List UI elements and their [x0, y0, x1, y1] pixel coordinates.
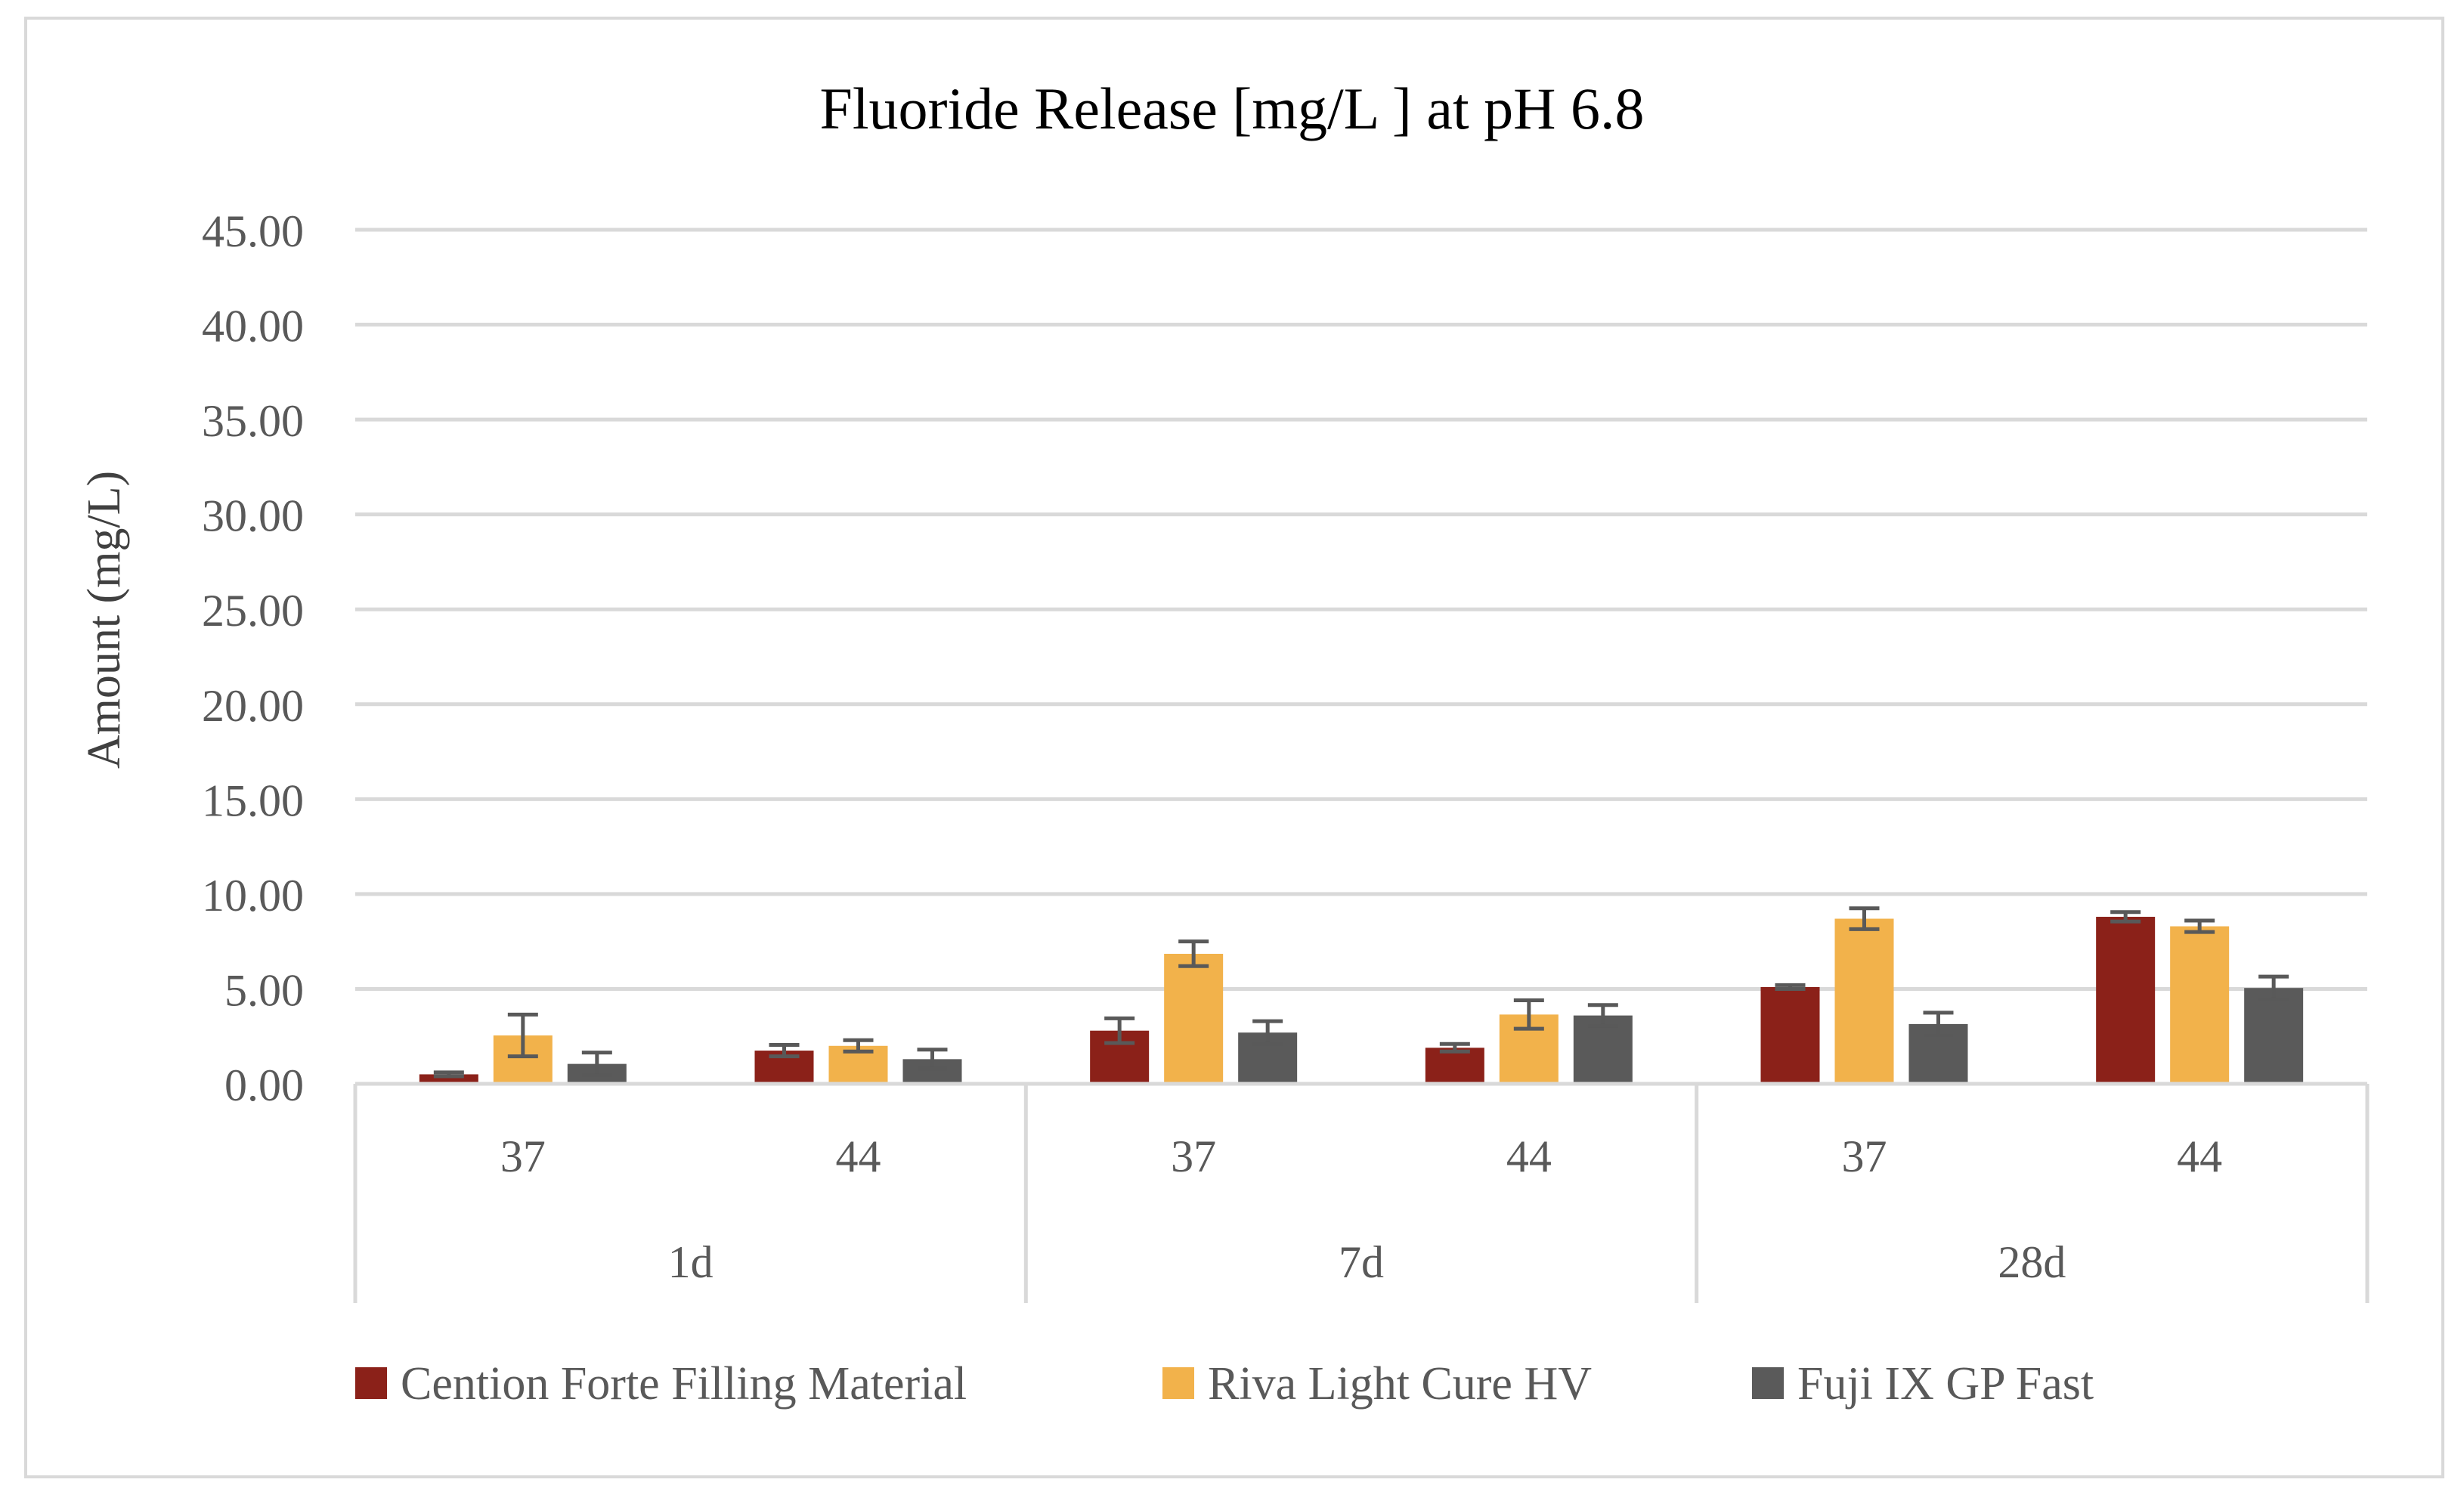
error-bar [1775, 983, 1806, 991]
y-tick-labels: 0.00 5.00 10.00 15.00 20.00 25.00 30.00 35.00 40… [202, 206, 304, 1110]
bar [2096, 917, 2156, 1084]
error-bar [769, 1043, 800, 1059]
y-tick-label: 5.00 [224, 965, 304, 1015]
error-bar [1104, 1016, 1135, 1045]
error-bar [1587, 1003, 1618, 1028]
error-bar [1849, 906, 1880, 931]
y-tick-label: 45.00 [202, 206, 304, 256]
x-group-label: 7d [1339, 1237, 1384, 1287]
error-bar [581, 1051, 612, 1078]
bar [1425, 1048, 1484, 1084]
x-tick-label: 37 [500, 1131, 546, 1181]
x-group-label: 1d [668, 1237, 714, 1287]
error-bar [433, 1070, 464, 1079]
bar [1834, 918, 1894, 1084]
x-tick-label: 37 [1842, 1131, 1887, 1181]
error-bar [1923, 1011, 1954, 1038]
error-bar [843, 1038, 874, 1054]
legend-swatch [1752, 1367, 1784, 1399]
legend-label: Cention Forte Filling Material [401, 1358, 967, 1410]
y-tick-label: 35.00 [202, 396, 304, 446]
error-bar [1439, 1041, 1470, 1054]
legend-label: Fuji IX GP Fast [1797, 1358, 2094, 1410]
x-group-label: 28d [1998, 1237, 2066, 1287]
bar [2170, 926, 2230, 1084]
error-bar [507, 1012, 538, 1059]
bars [419, 906, 2304, 1084]
legend-label: Riva Light Cure HV [1208, 1358, 1592, 1410]
bar [2244, 988, 2304, 1084]
x-tick-label: 44 [836, 1131, 881, 1181]
x-axis: 37 44 1d 37 44 7d 37 44 28d [353, 1082, 2370, 1303]
chart-border [24, 17, 2444, 1478]
error-bar [2184, 918, 2215, 934]
y-tick-label: 10.00 [202, 871, 304, 921]
chart-title: Fluoride Release [mg/L ] at pH 6.8 [819, 76, 1644, 141]
error-bar [917, 1048, 948, 1071]
bar [1760, 986, 1820, 1084]
x-tick-label: 37 [1171, 1131, 1216, 1181]
error-bar [1513, 998, 1544, 1031]
y-axis-label: Amount (mg/L) [79, 471, 130, 769]
legend-swatch [355, 1367, 387, 1399]
y-tick-label: 15.00 [202, 775, 304, 825]
y-tick-label: 40.00 [202, 302, 304, 351]
gridlines [355, 227, 2367, 991]
x-tick-label: 44 [1506, 1131, 1552, 1181]
error-bar [1178, 939, 1209, 968]
y-tick-label: 25.00 [202, 586, 304, 636]
y-tick-label: 20.00 [202, 681, 304, 731]
error-bar [2110, 910, 2141, 924]
y-tick-label: 0.00 [224, 1060, 304, 1110]
error-bar [1252, 1019, 1283, 1046]
legend: Cention Forte Filling Material Riva Light… [355, 1358, 2094, 1410]
legend-swatch [1162, 1367, 1194, 1399]
bar [1164, 953, 1224, 1084]
error-bar [2258, 974, 2289, 1001]
x-tick-label: 44 [2177, 1131, 2222, 1181]
y-tick-label: 30.00 [202, 491, 304, 541]
